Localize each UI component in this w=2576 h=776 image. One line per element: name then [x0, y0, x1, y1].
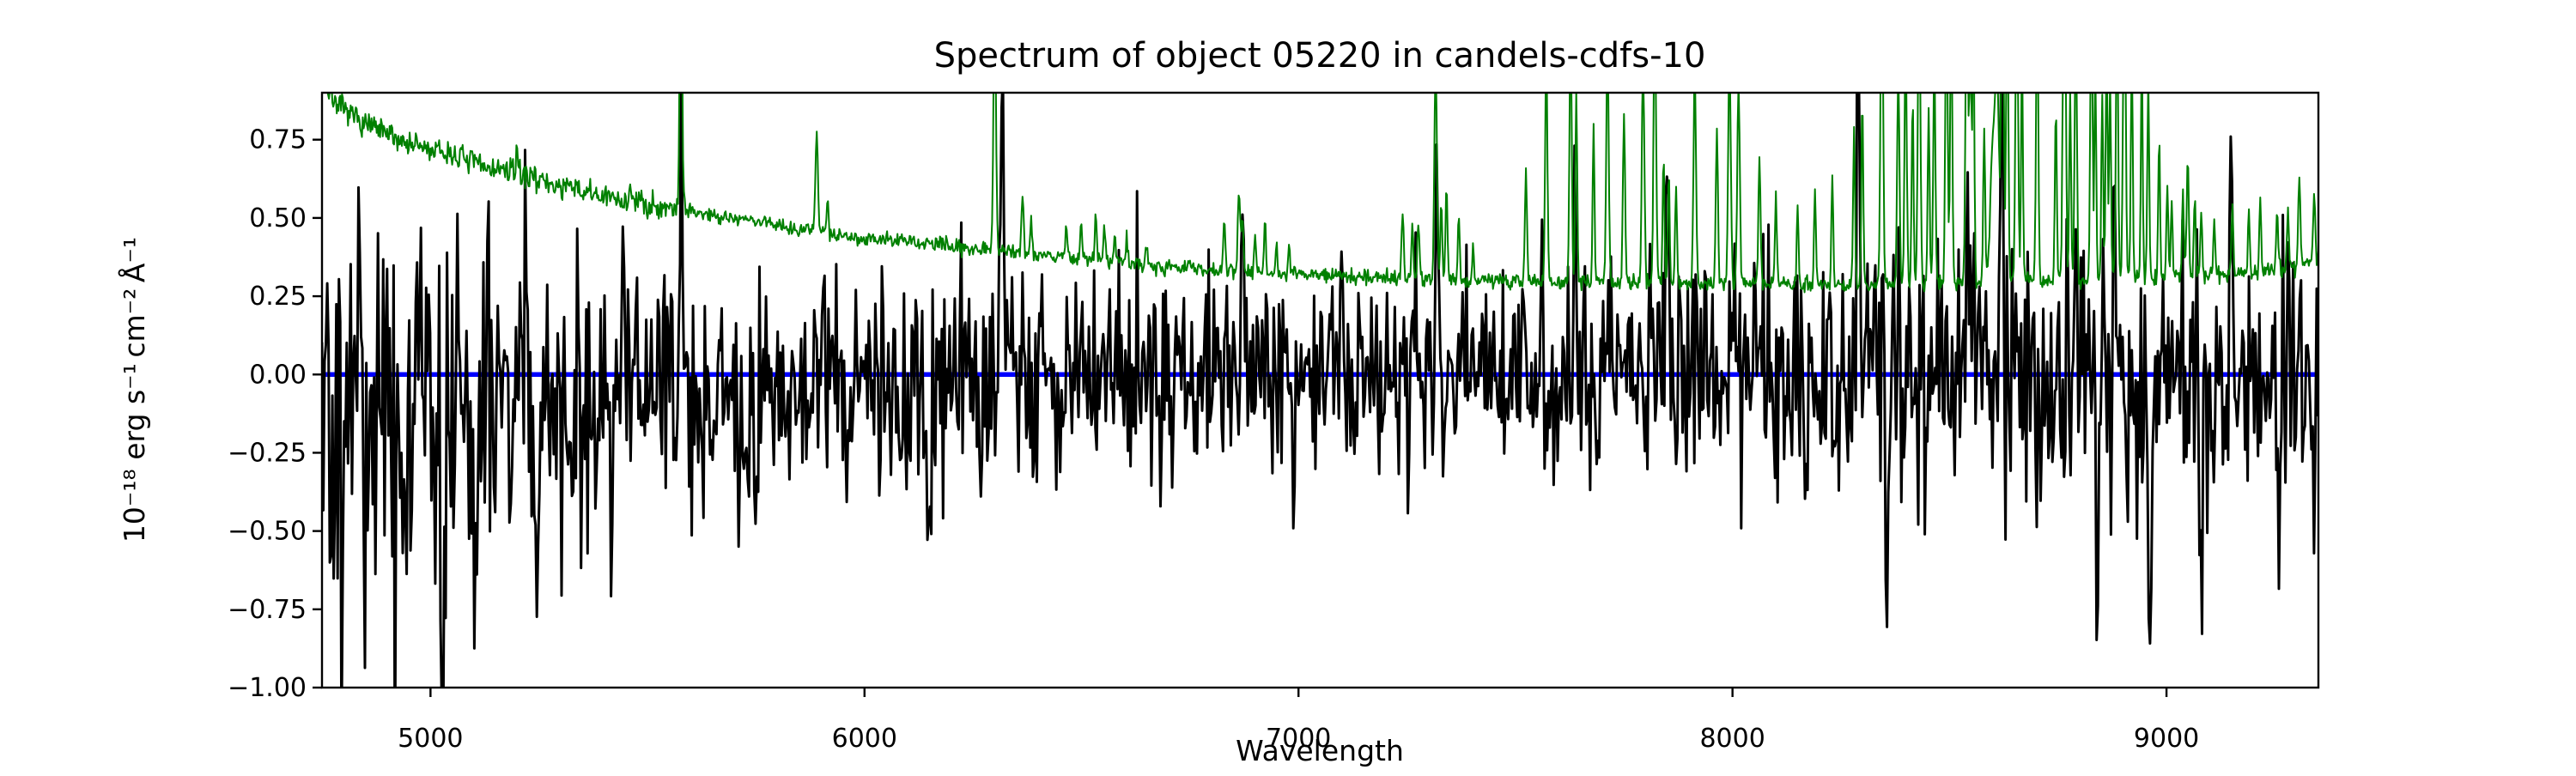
y-tick-label: −1.00: [228, 673, 307, 703]
plot-lines: [322, 93, 2318, 688]
flux-spectrum-line: [322, 93, 2318, 688]
sky-spectrum-line: [325, 93, 2318, 294]
y-axis-ticks: −1.00 −0.75 −0.50 −0.25 0.00 0.25 0.50 0.75: [228, 125, 322, 703]
x-tick-label: 5000: [398, 724, 463, 754]
x-tick-label: 6000: [832, 724, 897, 754]
x-tick-label: 8000: [1699, 724, 1765, 754]
y-tick-label: −0.50: [228, 517, 307, 547]
y-tick-label: −0.75: [228, 595, 307, 625]
y-tick-label: 0.75: [249, 125, 307, 155]
x-tick-label: 7000: [1266, 724, 1331, 754]
y-tick-label: 0.25: [249, 282, 307, 312]
y-tick-label: 0.00: [249, 360, 307, 390]
x-tick-label: 9000: [2134, 724, 2199, 754]
chart-title: Spectrum of object 05220 in candels-cdfs…: [934, 36, 1706, 76]
plot-frame: [320, 91, 2320, 689]
y-tick-label: 0.50: [249, 203, 307, 233]
x-axis-ticks: 5000 6000 7000 8000 9000: [398, 688, 2199, 754]
y-axis-label: 10⁻¹⁸ erg s⁻¹ cm⁻² Å⁻¹: [117, 237, 151, 543]
y-tick-label: −0.25: [228, 438, 307, 468]
x-axis-label: Wavelength: [1236, 734, 1404, 767]
